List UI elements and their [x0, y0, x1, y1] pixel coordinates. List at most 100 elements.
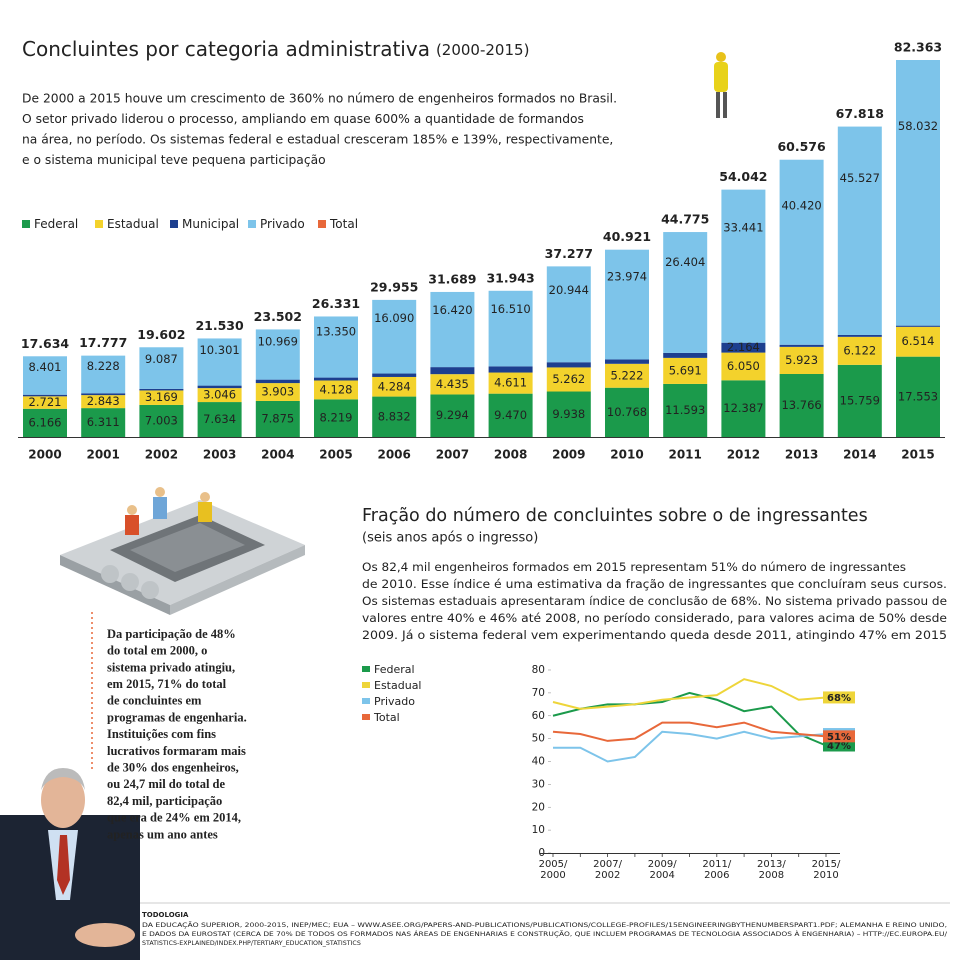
bar-segment [81, 395, 126, 409]
total-label: 17.777 [79, 335, 127, 350]
end-label: 51% [827, 732, 851, 743]
bar-segment [197, 402, 242, 437]
bar-segment [546, 362, 591, 368]
legend-label: Federal [34, 217, 78, 231]
bar-segment [81, 408, 126, 437]
value-label: 9.938 [552, 407, 585, 421]
y-tick-label: 10 [532, 824, 545, 836]
description-line: na área, no período. Os sistemas federal… [22, 133, 613, 147]
bar-segment [314, 377, 358, 381]
total-label: 67.818 [836, 106, 884, 121]
value-label: 3.046 [203, 388, 236, 402]
value-label: 4.435 [436, 377, 469, 391]
value-label: 15.759 [840, 393, 880, 407]
total-label: 21.530 [195, 318, 244, 333]
bar-segment [896, 326, 940, 357]
bar-segment [255, 400, 300, 437]
legend-label: Privado [374, 695, 415, 708]
value-label: 7.875 [261, 411, 294, 425]
bar-segment [255, 379, 300, 384]
legend-label: Municipal [182, 217, 239, 231]
bar-segment [197, 338, 242, 386]
legend-label: Estadual [374, 679, 422, 692]
x-tick-label: 2009/ 2004 [647, 859, 677, 881]
series-line [552, 721, 827, 742]
bar-segment [81, 393, 126, 396]
sidebar-line: de 30% dos engenheiros, [107, 760, 239, 774]
bar-segment [488, 290, 533, 367]
value-label: 16.510 [490, 302, 530, 316]
footnote-line: E DADOS DA EUROSTAT (CERCA DE 70% DE TOD… [142, 929, 948, 938]
value-label: 10.768 [607, 405, 647, 419]
x-tick-label: 2005/ 2000 [538, 859, 568, 881]
value-label: 13.350 [316, 324, 356, 338]
x-tick-label: 2006 [377, 448, 410, 462]
bar-segment [430, 291, 475, 368]
bar-segment [430, 374, 475, 395]
end-label-box [823, 739, 855, 752]
sidebar-line: Da participação de 48% [107, 627, 236, 641]
x-tick-label: 2004 [261, 448, 294, 462]
sidebar-line: programas de engenharia. [107, 710, 247, 724]
bar-segment [139, 347, 184, 389]
value-label: 12.387 [723, 401, 763, 415]
bar-segment [546, 391, 591, 437]
bar-segment [139, 404, 184, 437]
bar-segment [430, 394, 475, 437]
legend-label: Total [373, 711, 400, 724]
x-tick-label: 2000 [28, 448, 61, 462]
total-label: 60.576 [777, 139, 826, 154]
y-tick-label: 60 [532, 710, 545, 722]
total-label: 31.943 [486, 270, 534, 285]
bar-segment [23, 394, 67, 397]
value-label: 17.553 [898, 389, 938, 403]
description-line: e o sistema municipal teve pequena parti… [22, 153, 326, 167]
y-tick-label: 50 [532, 733, 545, 745]
value-label: 23.974 [607, 270, 647, 284]
total-label: 31.689 [428, 271, 476, 286]
legend-swatch [362, 666, 370, 672]
bar-segment [663, 232, 708, 353]
bar-segment [81, 355, 126, 394]
value-label: 40.420 [781, 198, 821, 212]
value-label: 4.611 [494, 376, 527, 390]
series-line [552, 691, 827, 747]
worker-figure [714, 52, 728, 118]
x-tick-label: 2013/ 2008 [756, 859, 786, 881]
sidebar-line: sistema privado atingiu, [107, 660, 235, 674]
value-label: 5.262 [552, 372, 585, 386]
series-line [553, 730, 827, 763]
legend-swatch [318, 220, 326, 228]
legend-label: Federal [374, 663, 415, 676]
legend-swatch [362, 682, 370, 688]
value-label: 10.301 [199, 343, 239, 357]
bar-segment [139, 388, 184, 391]
value-label: 8.219 [320, 411, 353, 425]
bar-segment [663, 357, 708, 384]
value-label: 4.284 [378, 379, 411, 393]
bar-segment [896, 325, 940, 327]
sidebar-line: que era de 24% em 2014, [107, 811, 241, 825]
sidebar-line: apenas um ano antes [107, 827, 218, 841]
x-tick-label: 2013 [785, 448, 818, 462]
total-label: 82.363 [894, 40, 942, 55]
bar-segment [779, 373, 824, 437]
value-label: 16.090 [374, 311, 414, 325]
end-label-box [823, 691, 855, 704]
x-tick-label: 2001 [86, 448, 119, 462]
x-tick-label: 2011 [668, 448, 701, 462]
bar-segment [605, 249, 649, 360]
bar-segment [255, 383, 300, 401]
series-line [552, 678, 827, 710]
value-label: 8.228 [87, 359, 120, 373]
bar-segment [488, 372, 533, 394]
bar-segment [837, 126, 882, 335]
bar-segment [896, 60, 940, 326]
bar-segment [430, 367, 475, 375]
bar-segment [721, 189, 766, 343]
bar-segment [837, 334, 882, 337]
chart-title: Concluintes por categoria administrativa… [22, 37, 529, 61]
y-tick-label: 40 [532, 756, 545, 768]
